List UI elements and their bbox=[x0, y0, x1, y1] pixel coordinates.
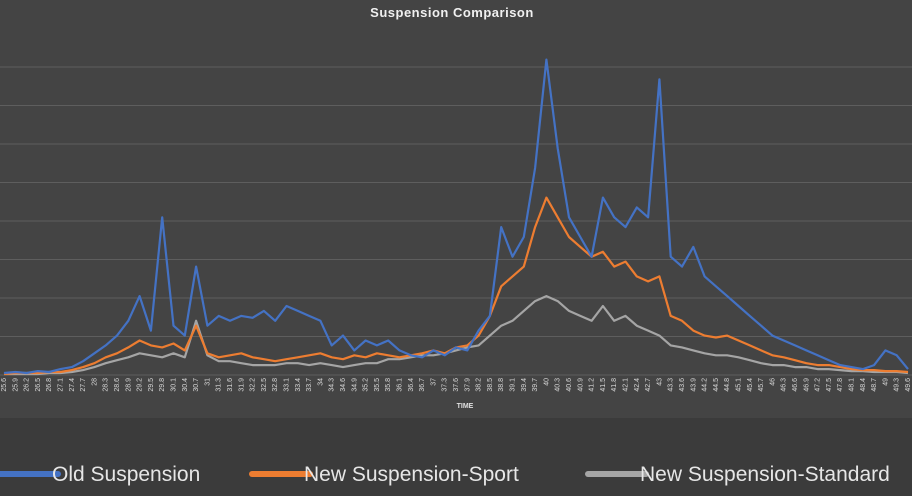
x-tick-label: 43 bbox=[656, 378, 663, 386]
x-tick-label: 29.8 bbox=[159, 378, 166, 392]
x-tick-label: 29.2 bbox=[137, 378, 144, 392]
x-tick-label: 26.2 bbox=[24, 378, 31, 392]
x-tick-label: 31 bbox=[204, 378, 211, 386]
x-tick-label: 35.2 bbox=[363, 378, 370, 392]
x-tick-label: 33.7 bbox=[306, 378, 313, 392]
x-tick-label: 43.3 bbox=[668, 378, 675, 392]
x-tick-label: 37.3 bbox=[442, 378, 449, 392]
x-tick-label: 40.3 bbox=[555, 378, 562, 392]
x-tick-label: 42.7 bbox=[645, 378, 652, 392]
x-tick-label: 36.7 bbox=[419, 378, 426, 392]
series-line-old-suspension bbox=[3, 58, 909, 375]
x-tick-label: 34.9 bbox=[351, 378, 358, 392]
x-tick-label: 49.6 bbox=[905, 378, 912, 392]
x-tick-label: 27.7 bbox=[80, 378, 87, 392]
x-tick-label: 49 bbox=[882, 378, 889, 386]
x-tick-label: 31.3 bbox=[216, 378, 223, 392]
legend-label: New Suspension-Standard bbox=[640, 463, 890, 486]
legend-label: Old Suspension bbox=[52, 463, 200, 486]
x-tick-label: 43.9 bbox=[690, 378, 697, 392]
x-tick-label: 46.3 bbox=[781, 378, 788, 392]
x-tick-label: 34.3 bbox=[329, 378, 336, 392]
x-tick-label: 34 bbox=[317, 378, 324, 386]
x-tick-label: 40.6 bbox=[566, 378, 573, 392]
x-tick-label: 33.4 bbox=[295, 378, 302, 392]
chart-title: Suspension Comparison bbox=[370, 5, 534, 20]
legend: Old Suspension New Suspension-Sport New Su… bbox=[0, 463, 890, 486]
x-tick-label: 44.8 bbox=[724, 378, 731, 392]
x-tick-label: 32.5 bbox=[261, 378, 268, 392]
x-tick-label: 48.4 bbox=[860, 378, 867, 392]
x-tick-label: 28.6 bbox=[114, 378, 121, 392]
x-tick-label: 44.5 bbox=[713, 378, 720, 392]
x-tick-label: 32.8 bbox=[272, 378, 279, 392]
x-tick-label: 45.1 bbox=[736, 378, 743, 392]
x-tick-label: 25.9 bbox=[12, 378, 19, 392]
x-tick-label: 39.4 bbox=[521, 378, 528, 392]
gridlines bbox=[0, 66, 912, 376]
x-tick-label: 40.9 bbox=[577, 378, 584, 392]
x-tick-label: 47.2 bbox=[815, 378, 822, 392]
x-tick-label: 28 bbox=[91, 378, 98, 386]
x-tick-label: 39.7 bbox=[532, 378, 539, 392]
x-tick-label: 35.8 bbox=[385, 378, 392, 392]
legend-item: Old Suspension bbox=[0, 463, 200, 486]
x-tick-label: 26.8 bbox=[46, 378, 53, 392]
x-tick-label: 44.2 bbox=[702, 378, 709, 392]
x-tick-label: 37.6 bbox=[453, 378, 460, 392]
x-tick-label: 46 bbox=[769, 378, 776, 386]
x-tick-label: 47.8 bbox=[837, 378, 844, 392]
x-tick-label: 42.4 bbox=[634, 378, 641, 392]
x-tick-label: 41.5 bbox=[600, 378, 607, 392]
x-tick-label: 33.1 bbox=[284, 378, 291, 392]
x-tick-label: 31.6 bbox=[227, 378, 234, 392]
x-tick-label: 28.3 bbox=[103, 378, 110, 392]
x-tick-label: 41.2 bbox=[589, 378, 596, 392]
x-tick-label: 43.6 bbox=[679, 378, 686, 392]
x-tick-label: 32.2 bbox=[250, 378, 257, 392]
legend-item: New Suspension-Sport bbox=[249, 463, 519, 486]
x-tick-label: 45.4 bbox=[747, 378, 754, 392]
series-lines bbox=[3, 58, 909, 376]
x-tick-label: 31.9 bbox=[238, 378, 245, 392]
x-tick-label: 30.4 bbox=[182, 378, 189, 392]
x-tick-label: 34.6 bbox=[340, 378, 347, 392]
series-line-new-suspension-standard bbox=[4, 295, 909, 376]
legend-label: New Suspension-Sport bbox=[304, 463, 519, 486]
x-tick-label: 28.9 bbox=[125, 378, 132, 392]
x-tick-label: 35.5 bbox=[374, 378, 381, 392]
x-axis-label: TIME bbox=[457, 403, 474, 410]
x-tick-label: 46.6 bbox=[792, 378, 799, 392]
x-tick-label: 49.3 bbox=[894, 378, 901, 392]
x-tick-label: 41.8 bbox=[611, 378, 618, 392]
x-tick-label: 27.4 bbox=[69, 378, 76, 392]
x-tick-label: 27.1 bbox=[58, 378, 65, 392]
x-tick-label: 37 bbox=[430, 378, 437, 386]
x-tick-label: 47.5 bbox=[826, 378, 833, 392]
x-tick-label: 38.2 bbox=[476, 378, 483, 392]
x-tick-label: 29.5 bbox=[148, 378, 155, 392]
x-tick-label: 39.1 bbox=[510, 378, 517, 392]
x-tick-label: 25.6 bbox=[1, 378, 8, 392]
x-tick-label: 48.1 bbox=[849, 378, 856, 392]
x-tick-label: 45.7 bbox=[758, 378, 765, 392]
x-tick-labels: 25.6 25.9 26.2 26.5 26.8 27.1 27.4 27.7 28 28.3 28… bbox=[1, 378, 912, 392]
x-tick-label: 26.5 bbox=[35, 378, 42, 392]
x-tick-label: 37.9 bbox=[464, 378, 471, 392]
legend-item: New Suspension-Standard bbox=[585, 463, 890, 486]
legend-background bbox=[0, 418, 912, 496]
x-tick-label: 36.4 bbox=[408, 378, 415, 392]
x-tick-label: 48.7 bbox=[871, 378, 878, 392]
x-tick-label: 30.7 bbox=[193, 378, 200, 392]
x-tick-label: 40 bbox=[543, 378, 550, 386]
x-tick-label: 30.1 bbox=[171, 378, 178, 392]
x-tick-label: 38.5 bbox=[487, 378, 494, 392]
x-tick-label: 36.1 bbox=[397, 378, 404, 392]
x-tick-label: 46.9 bbox=[803, 378, 810, 392]
x-tick-label: 38.8 bbox=[498, 378, 505, 392]
x-tick-label: 42.1 bbox=[623, 378, 630, 392]
